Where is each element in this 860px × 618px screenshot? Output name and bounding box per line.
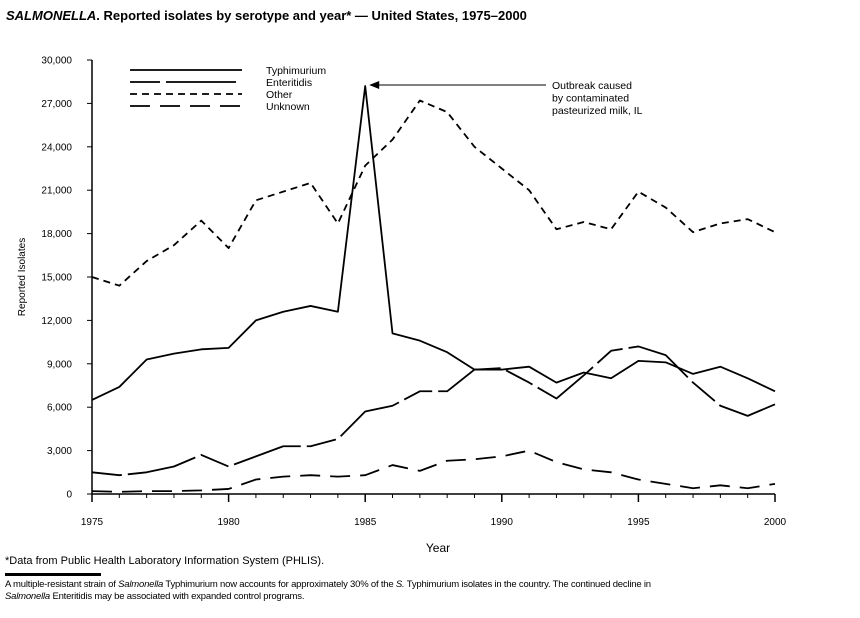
note-part: Salmonella (118, 579, 164, 590)
x-tick-label: 1985 (354, 517, 377, 528)
y-tick-label: 15,000 (41, 273, 72, 284)
note-part: Typhimurium now accounts for approximate… (163, 579, 396, 590)
legend-label: Other (266, 89, 293, 101)
note-part: A multiple-resistant strain of (5, 579, 119, 590)
annotation-text: Outbreak caused (552, 80, 632, 92)
x-tick-label: 2000 (764, 517, 787, 528)
source-footnote: *Data from Public Health Laboratory Info… (5, 555, 325, 567)
y-tick-label: 3,000 (47, 446, 72, 457)
y-axis-label: Reported Isolates (17, 238, 28, 316)
title-rest: . Reported isolates by serotype and year… (96, 8, 527, 23)
y-tick-label: 6,000 (47, 403, 72, 414)
footnote-divider (5, 573, 101, 576)
series-line-typhimurium (91, 85, 776, 401)
arrowhead-icon (369, 81, 380, 89)
y-tick-label: 21,000 (41, 186, 72, 197)
y-tick-label: 24,000 (41, 142, 72, 153)
note-part: Enteritidis may be associated with expan… (50, 591, 305, 602)
y-tick-label: 18,000 (41, 229, 72, 240)
title-italic: SALMONELLA (6, 8, 97, 23)
x-tick-label: 1995 (627, 517, 650, 528)
series-line-other (91, 99, 776, 287)
x-tick-label: 1990 (491, 517, 514, 528)
annotation-text: by contaminated (552, 93, 629, 105)
y-tick-label: 27,000 (41, 99, 72, 110)
y-tick-label: 0 (66, 490, 72, 501)
legend-label: Typhimurium (266, 65, 326, 77)
note-part: Salmonella (5, 591, 50, 602)
x-axis-label: Year (426, 541, 450, 555)
note-text: A multiple-resistant strain of Salmonell… (5, 579, 855, 603)
legend-label: Enteritidis (266, 77, 312, 89)
y-tick-label: 30,000 (41, 56, 72, 67)
y-tick-label: 12,000 (41, 316, 72, 327)
chart-title: SALMONELLA. Reported isolates by serotyp… (6, 8, 527, 23)
y-tick-label: 9,000 (47, 359, 72, 370)
series-line-enteritidis (91, 345, 776, 477)
note-part: S. (395, 579, 405, 590)
legend-label: Unknown (266, 101, 310, 113)
note-part: Typhimurium isolates in the country. The… (404, 579, 651, 590)
x-tick-label: 1980 (217, 517, 240, 528)
x-tick-label: 1975 (81, 517, 104, 528)
annotation-text: pasteurized milk, IL (552, 105, 643, 117)
series-line-unknown (91, 449, 776, 493)
